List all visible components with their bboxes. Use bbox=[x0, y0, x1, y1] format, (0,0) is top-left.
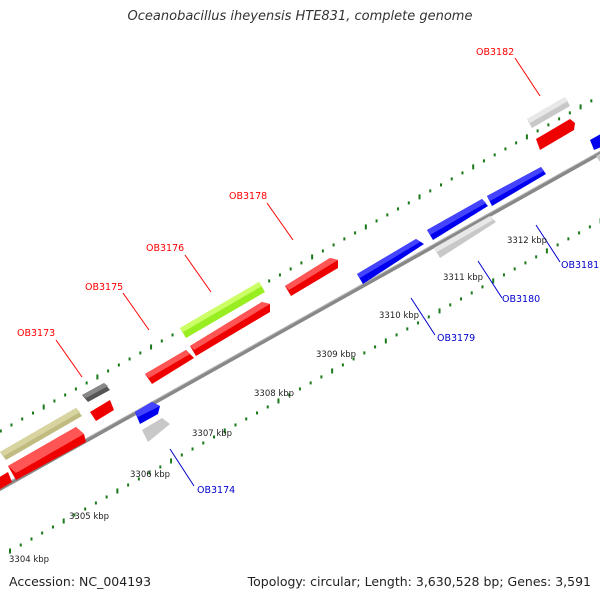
topology-info: Topology: circular; Length: 3,630,528 bp… bbox=[247, 574, 591, 589]
gene-ob3173b-block[interactable] bbox=[90, 400, 114, 421]
callout-line-ob3178 bbox=[266, 202, 294, 241]
callout-line-ob3176 bbox=[184, 254, 212, 293]
gene-label-ob3180[interactable]: OB3180 bbox=[502, 294, 540, 305]
kbp-label: 3308 kbp bbox=[254, 389, 294, 399]
kbp-label: 3306 kbp bbox=[130, 470, 170, 480]
gene-ob3181-block[interactable] bbox=[487, 167, 546, 206]
callout-line-ob3174 bbox=[169, 448, 195, 487]
gene-label-ob3173[interactable]: OB3173 bbox=[17, 328, 55, 339]
gene-ob3175-block[interactable] bbox=[145, 350, 194, 384]
gene-ob3174b-block[interactable] bbox=[142, 418, 170, 442]
callout-line-ob3182 bbox=[514, 57, 541, 97]
gene-olive-block[interactable] bbox=[0, 408, 82, 460]
gene-label-ob3182[interactable]: OB3182 bbox=[476, 47, 514, 58]
genome-backbone-highlight bbox=[0, 150, 600, 488]
outer-tick-track bbox=[0, 99, 593, 433]
gene-ob3177-block[interactable] bbox=[190, 302, 270, 356]
genome-backbone bbox=[0, 150, 600, 492]
gene-ob3172b-block[interactable] bbox=[8, 427, 86, 480]
kbp-label: 3307 kbp bbox=[192, 429, 232, 439]
gene-label-ob3178[interactable]: OB3178 bbox=[229, 191, 267, 202]
gene-ob3182-block[interactable] bbox=[527, 97, 570, 128]
gene-ob3176-block[interactable] bbox=[180, 282, 265, 338]
gene-ob3173-block[interactable] bbox=[82, 383, 110, 402]
gene-ob3180-block[interactable] bbox=[427, 199, 488, 240]
kbp-label: 3309 kbp bbox=[316, 350, 356, 360]
callout-line-ob3180 bbox=[477, 260, 503, 299]
kbp-label: 3311 kbp bbox=[443, 273, 483, 283]
gene-label-ob3174[interactable]: OB3174 bbox=[197, 485, 235, 496]
kbp-label: 3310 kbp bbox=[379, 311, 419, 321]
callout-line-ob3173 bbox=[55, 339, 83, 378]
gene-ob3183-block[interactable] bbox=[536, 119, 575, 150]
gene-ob3184-block[interactable] bbox=[590, 131, 600, 150]
gene-label-ob3181[interactable]: OB3181 bbox=[561, 260, 599, 271]
callout-line-ob3179 bbox=[410, 297, 436, 336]
page-title: Oceanobacillus iheyensis HTE831, complet… bbox=[127, 9, 473, 24]
gene-ob3178-block[interactable] bbox=[285, 258, 338, 296]
gene-ob3180b-block[interactable] bbox=[434, 216, 496, 258]
kbp-label: 3305 kbp bbox=[69, 512, 109, 522]
accession-info: Accession: NC_004193 bbox=[9, 574, 152, 589]
kbp-label: 3312 kbp bbox=[507, 236, 547, 246]
kbp-label: 3304 kbp bbox=[9, 555, 49, 565]
gene-ob3184b-block[interactable] bbox=[596, 150, 600, 162]
callout-line-ob3181 bbox=[535, 224, 561, 263]
gene-label-ob3179[interactable]: OB3179 bbox=[437, 333, 475, 344]
callout-line-ob3175 bbox=[122, 292, 150, 331]
gene-ob3174-block[interactable] bbox=[135, 402, 160, 424]
gene-ob3179-block[interactable] bbox=[357, 239, 424, 284]
gene-red-block-highlight bbox=[8, 427, 84, 473]
gene-ob3172-block[interactable] bbox=[0, 472, 12, 494]
inner-tick-track bbox=[9, 218, 600, 554]
gene-label-ob3175[interactable]: OB3175 bbox=[85, 282, 123, 293]
gene-label-ob3176[interactable]: OB3176 bbox=[146, 243, 184, 254]
